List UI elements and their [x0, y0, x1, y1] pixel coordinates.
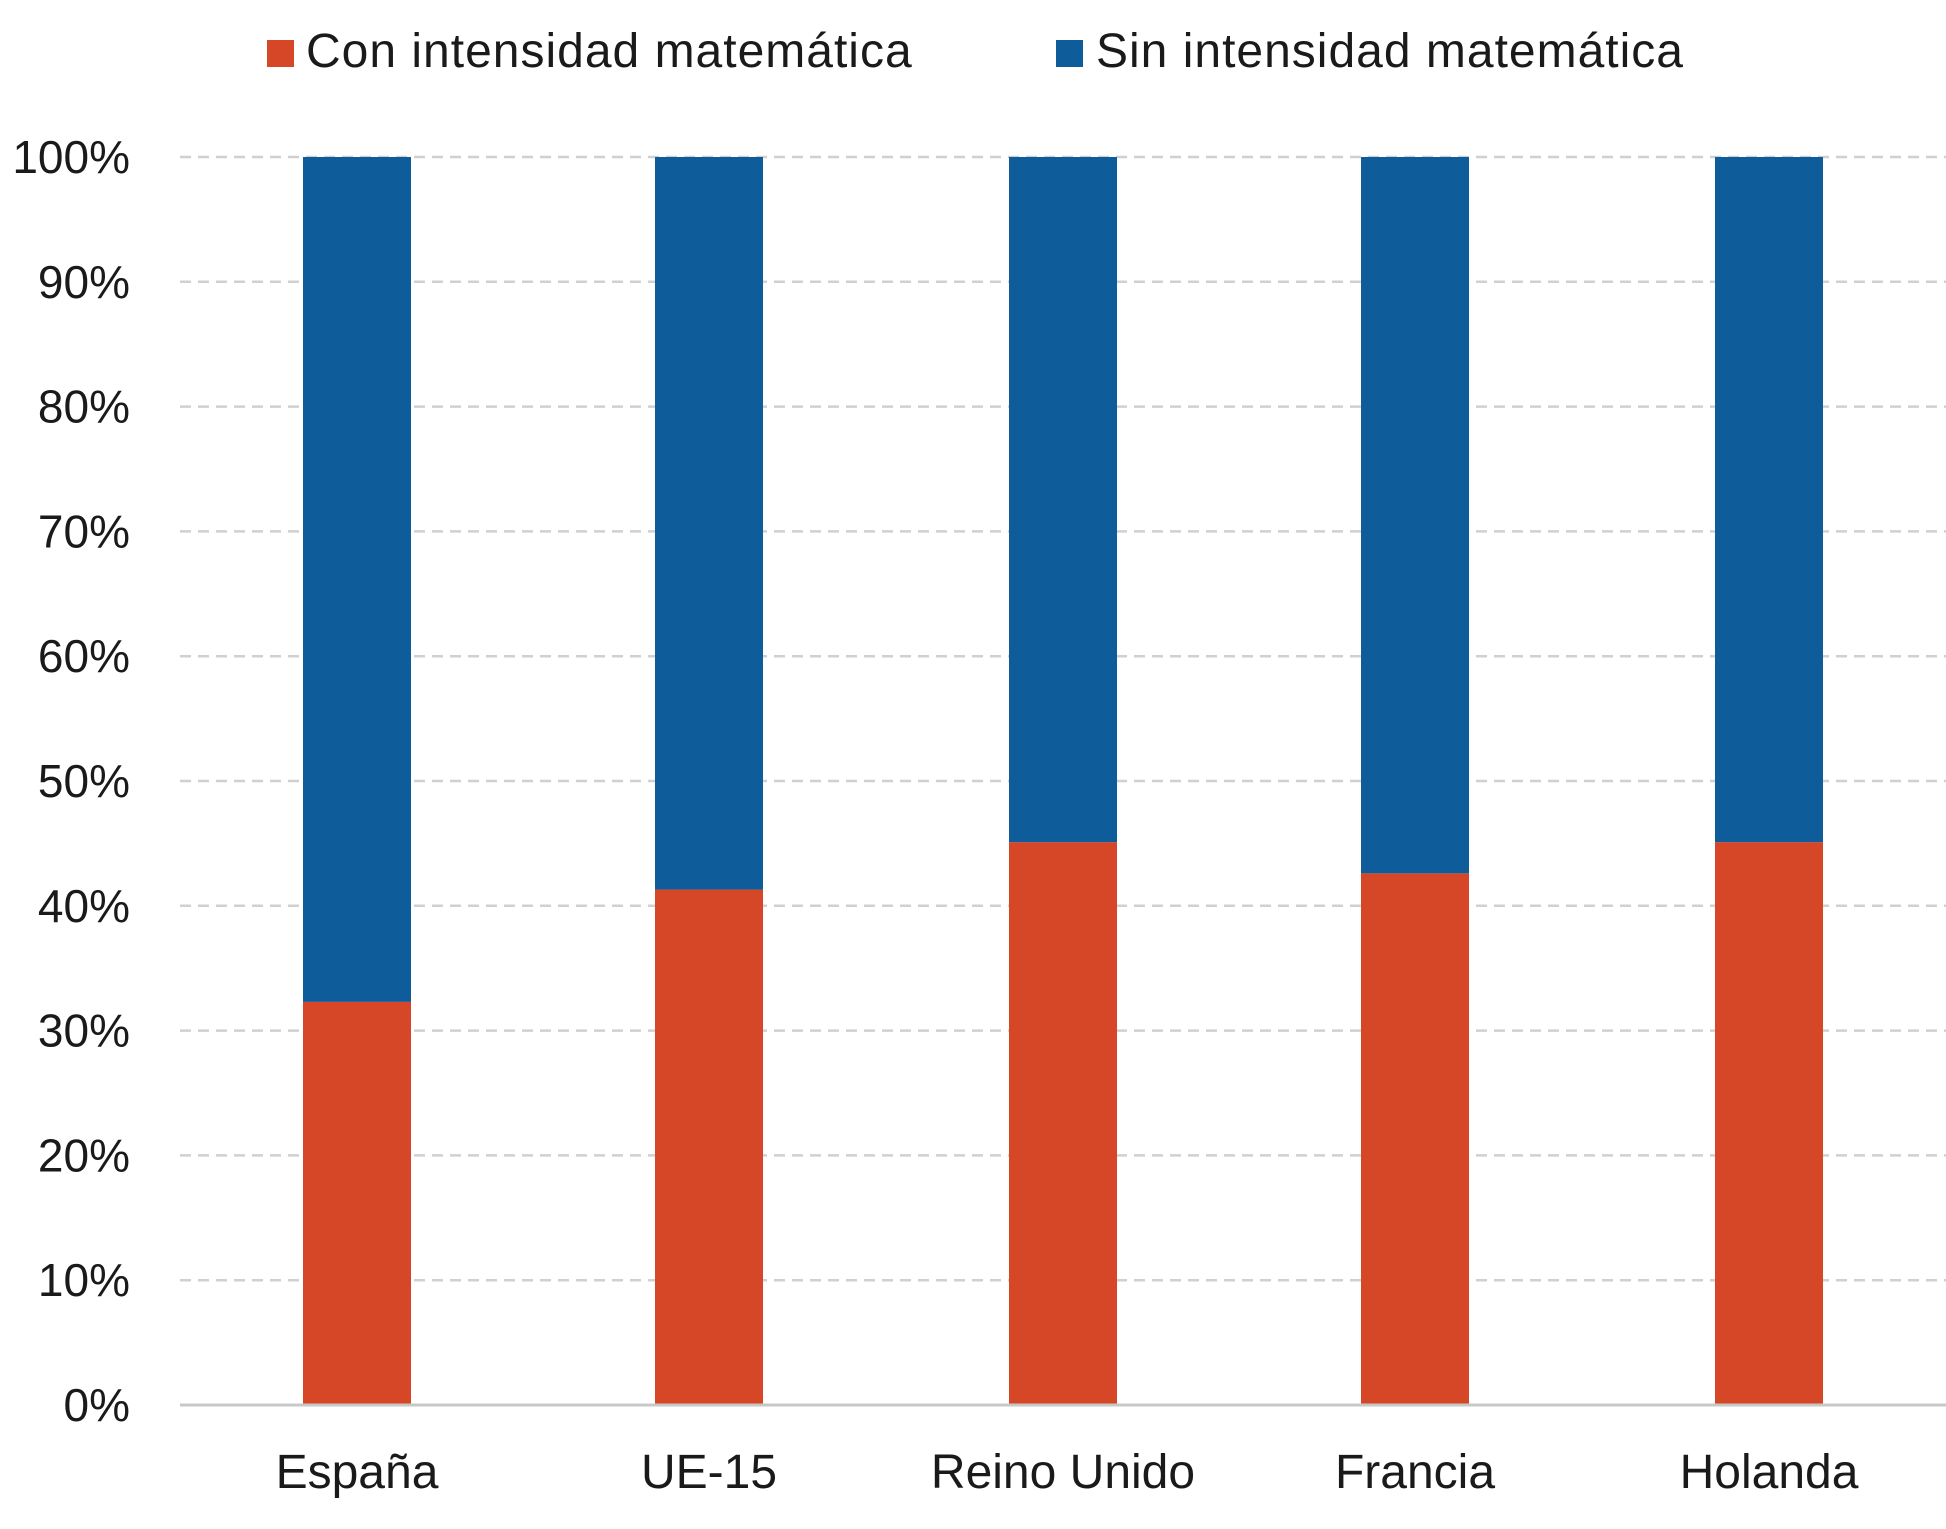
x-tick-label: Holanda [1680, 1446, 1859, 1499]
bar-segment-con-2 [1009, 842, 1117, 1405]
x-tick-label: UE-15 [641, 1446, 777, 1499]
legend-swatch-sin-intensidad [1056, 40, 1083, 67]
y-tick-label: 100% [12, 131, 130, 183]
bars [303, 157, 1823, 1405]
y-axis: 0% 10% 20% 30% 40% 50% 60% 70% 80% 90% 100% [12, 131, 130, 1431]
y-tick-label: 80% [38, 381, 130, 433]
y-tick-label: 0% [64, 1379, 130, 1431]
x-axis: España UE-15 Reino Unido Francia Holanda [276, 1446, 1859, 1499]
y-tick-label: 70% [38, 505, 130, 557]
bar-segment-sin-3 [1361, 157, 1469, 874]
bar-segment-sin-4 [1715, 157, 1823, 843]
y-tick-label: 10% [38, 1254, 130, 1306]
legend-label-sin-intensidad: Sin intensidad matemática [1096, 25, 1684, 78]
bar-segment-con-1 [655, 889, 763, 1405]
legend-swatch-con-intensidad [267, 40, 294, 67]
x-tick-label: Reino Unido [931, 1446, 1195, 1499]
x-tick-label: España [276, 1446, 439, 1499]
y-tick-label: 40% [38, 880, 130, 932]
y-tick-label: 50% [38, 755, 130, 807]
legend-label-con-intensidad: Con intensidad matemática [306, 25, 913, 78]
bar-segment-con-0 [303, 1001, 411, 1405]
bar-segment-sin-0 [303, 157, 411, 1002]
y-tick-label: 30% [38, 1005, 130, 1057]
y-tick-label: 20% [38, 1129, 130, 1181]
bar-segment-sin-1 [655, 157, 763, 890]
y-tick-label: 90% [38, 256, 130, 308]
bar-segment-con-4 [1715, 842, 1823, 1405]
bar-segment-con-3 [1361, 873, 1469, 1405]
bar-segment-sin-2 [1009, 157, 1117, 843]
legend: Con intensidad matemática Sin intensidad… [267, 25, 1684, 78]
x-tick-label: Francia [1335, 1446, 1495, 1499]
y-tick-label: 60% [38, 630, 130, 682]
